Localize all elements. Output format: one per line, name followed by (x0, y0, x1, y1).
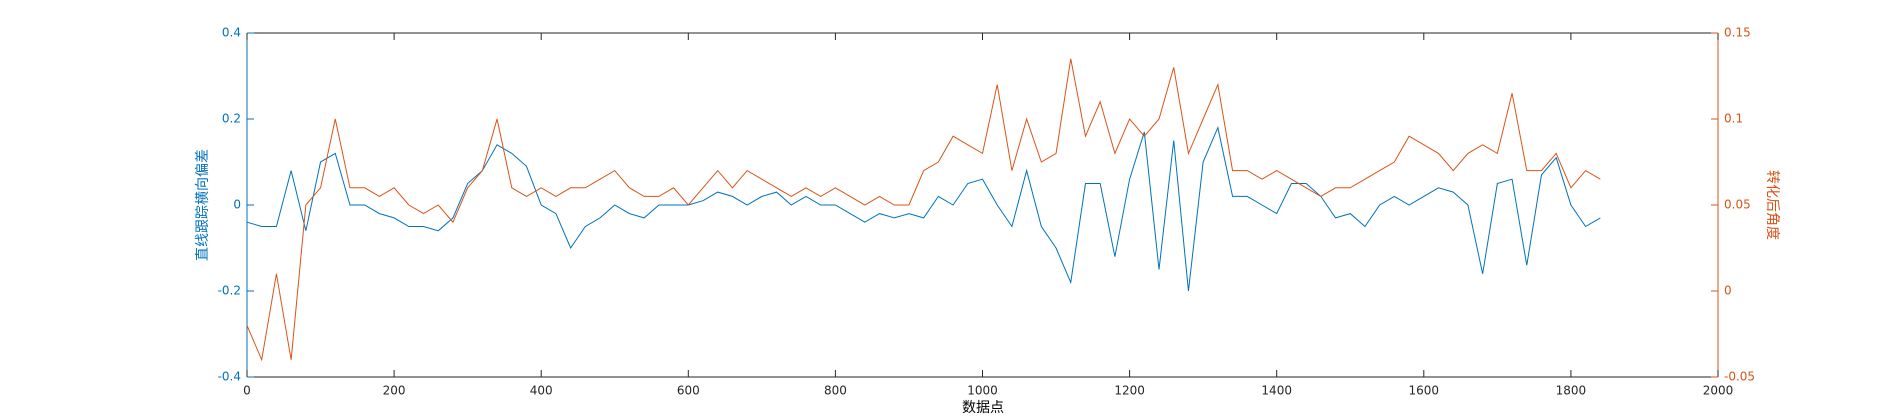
x-tick-label: 1400 (1261, 384, 1292, 398)
x-tick-label: 600 (677, 384, 700, 398)
y2-tick-label: 0.1 (1724, 112, 1743, 126)
x-tick-label: 1000 (967, 384, 998, 398)
y2-tick-label: 0.15 (1724, 26, 1751, 40)
data-line (246, 58, 1601, 362)
x-tick-label: 2000 (1703, 384, 1734, 398)
plot-area (247, 33, 1718, 377)
y-axis-label: 直线跟踪横向偏差 (194, 149, 211, 261)
x-tick-label: 0 (243, 384, 251, 398)
y-tick-label: -0.4 (218, 370, 241, 384)
data-line (246, 125, 1601, 292)
y-tick-label: -0.2 (218, 284, 241, 298)
y2-tick-label: 0.05 (1724, 198, 1751, 212)
y-tick-label: 0 (233, 198, 241, 212)
x-tick-label: 1200 (1114, 384, 1145, 398)
x-tick-label: 1800 (1556, 384, 1587, 398)
x-axis-label: 数据点 (962, 400, 1004, 416)
x-tick-label: 200 (383, 384, 406, 398)
x-tick-label: 1600 (1409, 384, 1440, 398)
y2-tick-label: -0.05 (1724, 370, 1755, 384)
x-tick-label: 400 (530, 384, 553, 398)
y-tick-label: 0.4 (222, 26, 241, 40)
y-tick-label: 0.2 (222, 112, 241, 126)
y2-tick-label: 0 (1724, 284, 1732, 298)
y2-axis-label: 转化后角度 (1764, 170, 1780, 240)
x-tick-label: 800 (824, 384, 847, 398)
